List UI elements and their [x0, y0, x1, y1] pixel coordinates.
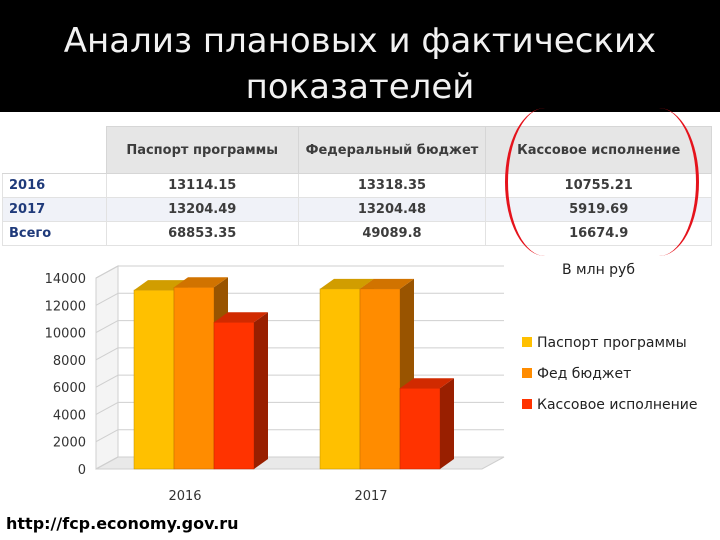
title-line-1: Анализ плановых и фактических: [63, 21, 657, 61]
y-tick-label: 2000: [53, 436, 86, 451]
bar-front: [319, 288, 361, 470]
x-tick-label: 2016: [168, 489, 201, 504]
row-label: 2017: [2, 197, 107, 222]
table-cell: 13318.35: [297, 173, 487, 198]
source-link[interactable]: http://fcp.economy.gov.ru: [6, 514, 239, 533]
legend: Паспорт программы Фед бюджет Кассовое испо…: [522, 335, 697, 413]
gridline-side: [95, 429, 119, 443]
bar-top: [400, 378, 454, 389]
table-row: 2016 13114.15 13318.35 10755.21: [2, 173, 712, 198]
legend-label: Фед бюджет: [537, 366, 631, 382]
bar-top: [320, 278, 374, 289]
title-band: [0, 0, 720, 112]
bar-front: [359, 288, 401, 470]
y-tick-label: 10000: [45, 327, 86, 342]
gridline-side: [95, 401, 119, 415]
unit-label: В млн руб: [562, 262, 635, 278]
bar-front: [173, 287, 215, 470]
table-header-corner: [2, 126, 107, 174]
gridline-side: [95, 265, 119, 279]
gridline-side: [95, 292, 119, 306]
side-wall: [95, 265, 119, 470]
legend-swatch: [522, 399, 532, 409]
title-line-2: показателей: [245, 67, 475, 107]
bar-front: [213, 322, 255, 470]
row-label: 2016: [2, 173, 107, 198]
gridline-side: [95, 347, 119, 361]
y-tick-label: 4000: [53, 408, 86, 423]
table-cell: 13204.48: [297, 197, 487, 222]
y-tick-label: 8000: [53, 354, 86, 369]
y-tick-label: 0: [78, 463, 86, 478]
table-row: 2017 13204.49 13204.48 5919.69: [2, 197, 712, 222]
table-cell: 13114.15: [105, 173, 299, 198]
table-cell: 13204.49: [105, 197, 299, 222]
y-tick-label: 14000: [45, 272, 86, 287]
x-ticks: 2016 2017: [168, 489, 387, 504]
y-ticks: 0 2000 4000 6000 8000 10000 12000 14000: [45, 272, 86, 478]
bar-front: [399, 387, 441, 470]
gridline-side: [95, 374, 119, 388]
bar-side: [254, 312, 268, 469]
page-title: Анализ плановых и фактических показателе…: [0, 18, 720, 110]
y-tick-label: 6000: [53, 381, 86, 396]
y-tick-label: 12000: [45, 299, 86, 314]
bar-top: [214, 312, 268, 323]
bar-top: [360, 278, 414, 289]
bar-top: [174, 277, 228, 288]
table-header-passport: Паспорт программы: [105, 126, 299, 174]
table-header-federal: Федеральный бюджет: [297, 126, 487, 174]
bar-side: [440, 378, 454, 469]
gridline-side: [95, 456, 119, 470]
table-cell: 49089.8: [297, 221, 487, 246]
x-tick-label: 2017: [354, 489, 387, 504]
gridline-side: [95, 320, 119, 334]
legend-swatch: [522, 368, 532, 378]
legend-swatch: [522, 337, 532, 347]
row-label: Всего: [2, 221, 107, 246]
bars-layer: [133, 277, 454, 470]
highlight-bracket: [505, 108, 699, 256]
bar-front: [133, 289, 175, 470]
legend-label: Кассовое исполнение: [537, 397, 697, 413]
table-cell: 68853.35: [105, 221, 299, 246]
legend-label: Паспорт программы: [537, 335, 687, 351]
